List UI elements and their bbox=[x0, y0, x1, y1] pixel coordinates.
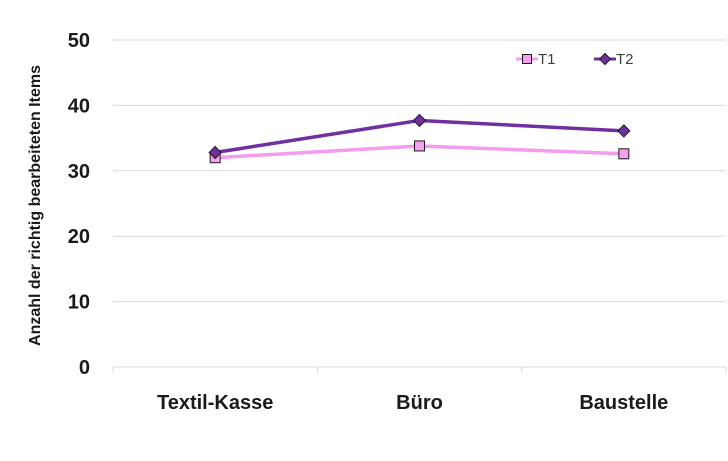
legend-label: T2 bbox=[616, 51, 634, 68]
y-tick-labels: 0 10 20 30 40 50 bbox=[68, 30, 90, 379]
x-category-label: Textil-Kasse bbox=[157, 392, 273, 414]
legend: T1 T2 bbox=[516, 51, 634, 68]
gridlines bbox=[112, 39, 727, 373]
y-tick-label: 50 bbox=[68, 30, 90, 52]
data-point-T2 bbox=[412, 113, 427, 128]
legend-label: T1 bbox=[538, 51, 556, 68]
legend-marker bbox=[598, 52, 612, 66]
y-tick-label: 20 bbox=[68, 226, 90, 248]
legend-marker bbox=[522, 54, 532, 64]
series-group bbox=[208, 113, 631, 164]
x-category-label: Büro bbox=[396, 392, 443, 414]
data-point-T1 bbox=[618, 148, 630, 160]
x-category-label: Baustelle bbox=[579, 392, 668, 414]
y-tick-label: 0 bbox=[79, 357, 90, 379]
data-point-T1 bbox=[414, 140, 425, 152]
data-point-T2 bbox=[208, 145, 222, 160]
y-tick-label: 30 bbox=[68, 161, 90, 183]
y-tick-label: 40 bbox=[68, 95, 90, 117]
data-point-T2 bbox=[617, 124, 631, 138]
x-category-labels: Textil-Kasse Büro Baustelle bbox=[157, 392, 668, 414]
y-axis-label: Anzahl der richtig bearbeiteten Items bbox=[27, 65, 44, 346]
y-tick-label: 10 bbox=[68, 292, 90, 314]
